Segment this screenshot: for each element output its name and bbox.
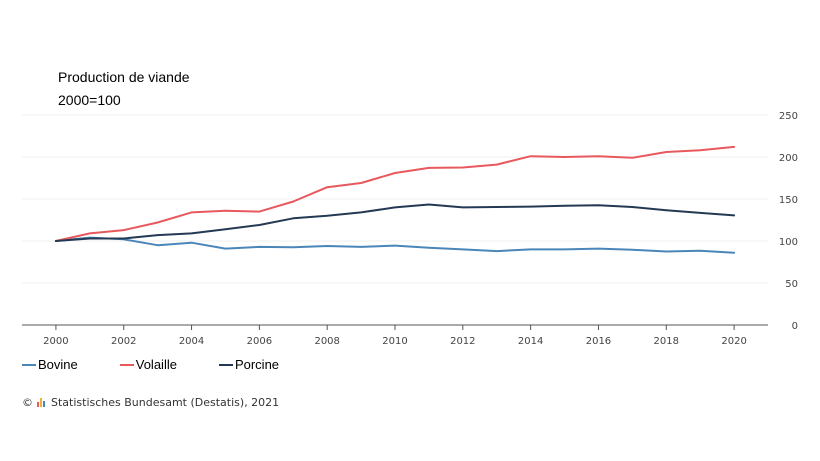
x-tick-label-2016: 2016	[586, 336, 611, 347]
y-tick-label-50: 50	[785, 279, 798, 290]
x-tick-label-2008: 2008	[314, 336, 339, 347]
x-tick-label-2004: 2004	[179, 336, 204, 347]
series-line-porcine[interactable]	[54, 203, 736, 242]
chart-title: Production de viande	[58, 69, 190, 85]
source-note: © Statistisches Bundesamt (Destatis), 20…	[22, 396, 279, 409]
x-tick-label-2020: 2020	[721, 336, 746, 347]
legend-label-porcine: Porcine	[234, 357, 280, 372]
y-tick-label-100: 100	[779, 237, 798, 248]
x-tick-label-2010: 2010	[382, 336, 407, 347]
x-tick-label-2014: 2014	[518, 336, 543, 347]
x-tick-label-2012: 2012	[450, 336, 475, 347]
y-tick-label-250: 250	[779, 111, 798, 122]
legend-label-bovine: Bovine	[38, 357, 78, 372]
x-tick-label-2018: 2018	[654, 336, 679, 347]
legend-swatch-bovine	[22, 363, 36, 366]
legend-swatch-porcine	[218, 363, 233, 366]
chart-legend: Bovine Volaille Porcine	[22, 357, 321, 372]
y-tick-label-200: 200	[779, 153, 798, 164]
legend-item-volaille[interactable]: Volaille	[119, 357, 177, 372]
y-tick-label-0: 0	[792, 321, 798, 332]
legend-label-volaille: Volaille	[135, 357, 177, 372]
copyright-symbol: ©	[22, 396, 33, 409]
legend-swatch-volaille	[119, 363, 134, 366]
legend-item-bovine[interactable]: Bovine	[22, 357, 78, 372]
legend-item-porcine[interactable]: Porcine	[218, 357, 280, 372]
destatis-logo-icon	[37, 398, 47, 407]
x-tick-label-2002: 2002	[111, 336, 136, 347]
chart-series	[54, 145, 736, 254]
chart-axes: 0 50 100 150 200 250 2000 2002 2004 2006 2008 2010 2…	[22, 111, 798, 347]
series-line-volaille[interactable]	[54, 145, 736, 242]
chart-subtitle: 2000=100	[58, 92, 121, 108]
x-tick-label-2006: 2006	[247, 336, 272, 347]
x-tick-label-2000: 2000	[43, 336, 68, 347]
source-text: Statistisches Bundesamt (Destatis), 2021	[51, 396, 280, 409]
series-line-bovine[interactable]	[54, 236, 736, 254]
y-tick-label-150: 150	[779, 195, 798, 206]
chart-grid	[22, 114, 768, 284]
